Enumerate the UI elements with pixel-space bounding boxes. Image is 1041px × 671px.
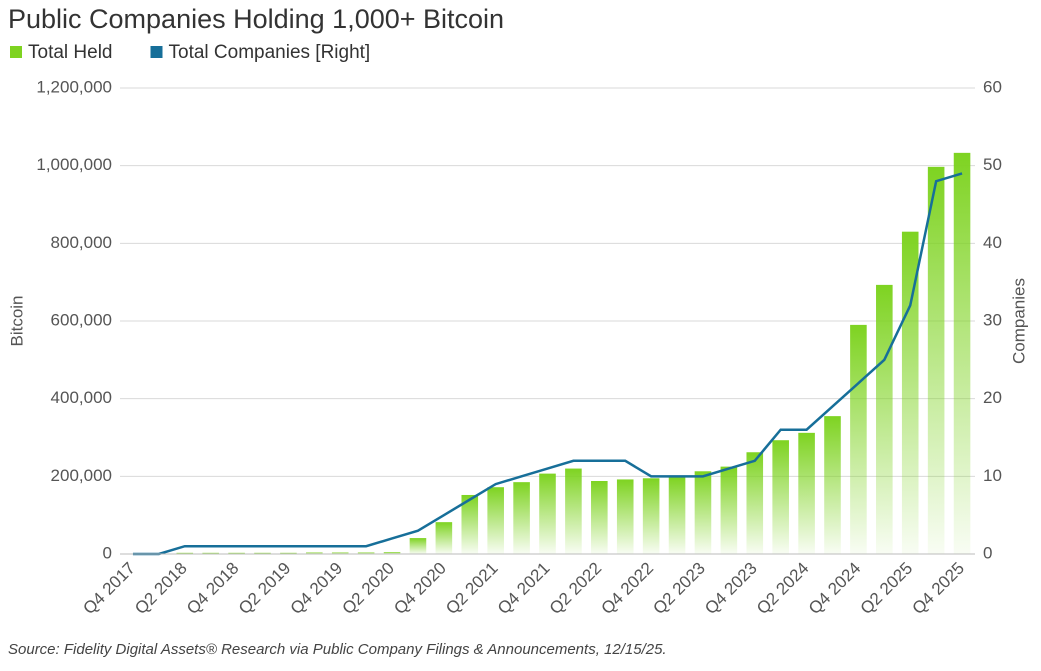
bar	[280, 552, 297, 554]
bar	[694, 471, 712, 554]
y-tick-label: 0	[103, 543, 112, 562]
bar	[202, 552, 219, 554]
x-tick-label: Q4 2021	[494, 559, 554, 619]
bar	[254, 552, 271, 554]
bar	[383, 552, 401, 554]
x-tick-label: Q4 2022	[598, 559, 658, 619]
x-tick-label: Q2 2019	[235, 559, 295, 619]
x-tick-label: Q2 2020	[338, 559, 398, 619]
x-tick-label: Q4 2019	[287, 559, 347, 619]
x-tick-label: Q2 2024	[753, 559, 813, 619]
y-tick-label: 400,000	[51, 388, 112, 407]
x-tick-label: Q2 2022	[546, 559, 606, 619]
bar	[591, 480, 608, 554]
bar	[435, 522, 453, 554]
bar	[642, 478, 660, 554]
y2-tick-label: 50	[983, 155, 1002, 174]
y-axis-label: Bitcoin	[7, 295, 26, 346]
bar	[772, 440, 789, 554]
bar	[487, 487, 504, 554]
bar	[228, 552, 245, 554]
y2-tick-label: 60	[983, 77, 1002, 96]
y2-tick-label: 0	[983, 543, 992, 562]
y-tick-label: 1,000,000	[36, 155, 112, 174]
y2-tick-label: 20	[983, 388, 1002, 407]
bar	[306, 552, 323, 554]
x-tick-label: Q2 2023	[649, 559, 709, 619]
x-tick-label: Q4 2017	[79, 559, 139, 619]
bar	[850, 324, 867, 554]
x-tick-label: Q2 2021	[442, 559, 502, 619]
bar	[798, 432, 815, 554]
bar	[409, 538, 427, 554]
legend-swatch	[150, 46, 163, 58]
source-note: Source: Fidelity Digital Assets® Researc…	[8, 641, 667, 658]
y-tick-label: 200,000	[51, 466, 112, 485]
bar	[176, 552, 194, 554]
chart-title: Public Companies Holding 1,000+ Bitcoin	[8, 4, 504, 34]
y2-tick-label: 10	[983, 466, 1002, 485]
bar	[668, 477, 686, 554]
x-tick-label: Q4 2023	[701, 559, 761, 619]
x-tick-label: Q4 2025	[908, 559, 968, 619]
bar	[357, 552, 375, 554]
bar	[513, 482, 530, 554]
line	[132, 172, 963, 556]
y-tick-label: 1,200,000	[36, 77, 112, 96]
bar	[876, 284, 893, 554]
y-tick-label: 800,000	[51, 233, 112, 252]
bar	[927, 166, 945, 554]
bar	[720, 466, 738, 554]
x-tick-label: Q2 2018	[131, 559, 191, 619]
bar	[331, 552, 349, 554]
x-tick-label: Q4 2020	[390, 559, 450, 619]
bar	[539, 473, 556, 554]
x-tick-label: Q2 2025	[857, 559, 917, 619]
y-tick-label: 600,000	[51, 310, 112, 329]
bar	[824, 416, 841, 554]
bar	[616, 479, 634, 554]
y2-tick-label: 30	[983, 310, 1002, 329]
x-tick-label: Q4 2018	[183, 559, 243, 619]
legend-swatch	[10, 46, 22, 58]
y2-axis-label: Companies	[1009, 278, 1028, 364]
x-tick-label: Q4 2024	[805, 559, 865, 619]
legend-label: Total Companies [Right]	[169, 42, 371, 63]
y2-tick-label: 40	[983, 233, 1002, 252]
legend-label: Total Held	[28, 42, 113, 63]
bar	[746, 452, 764, 554]
bar	[565, 468, 582, 554]
bar	[461, 494, 479, 554]
bar	[953, 152, 971, 554]
